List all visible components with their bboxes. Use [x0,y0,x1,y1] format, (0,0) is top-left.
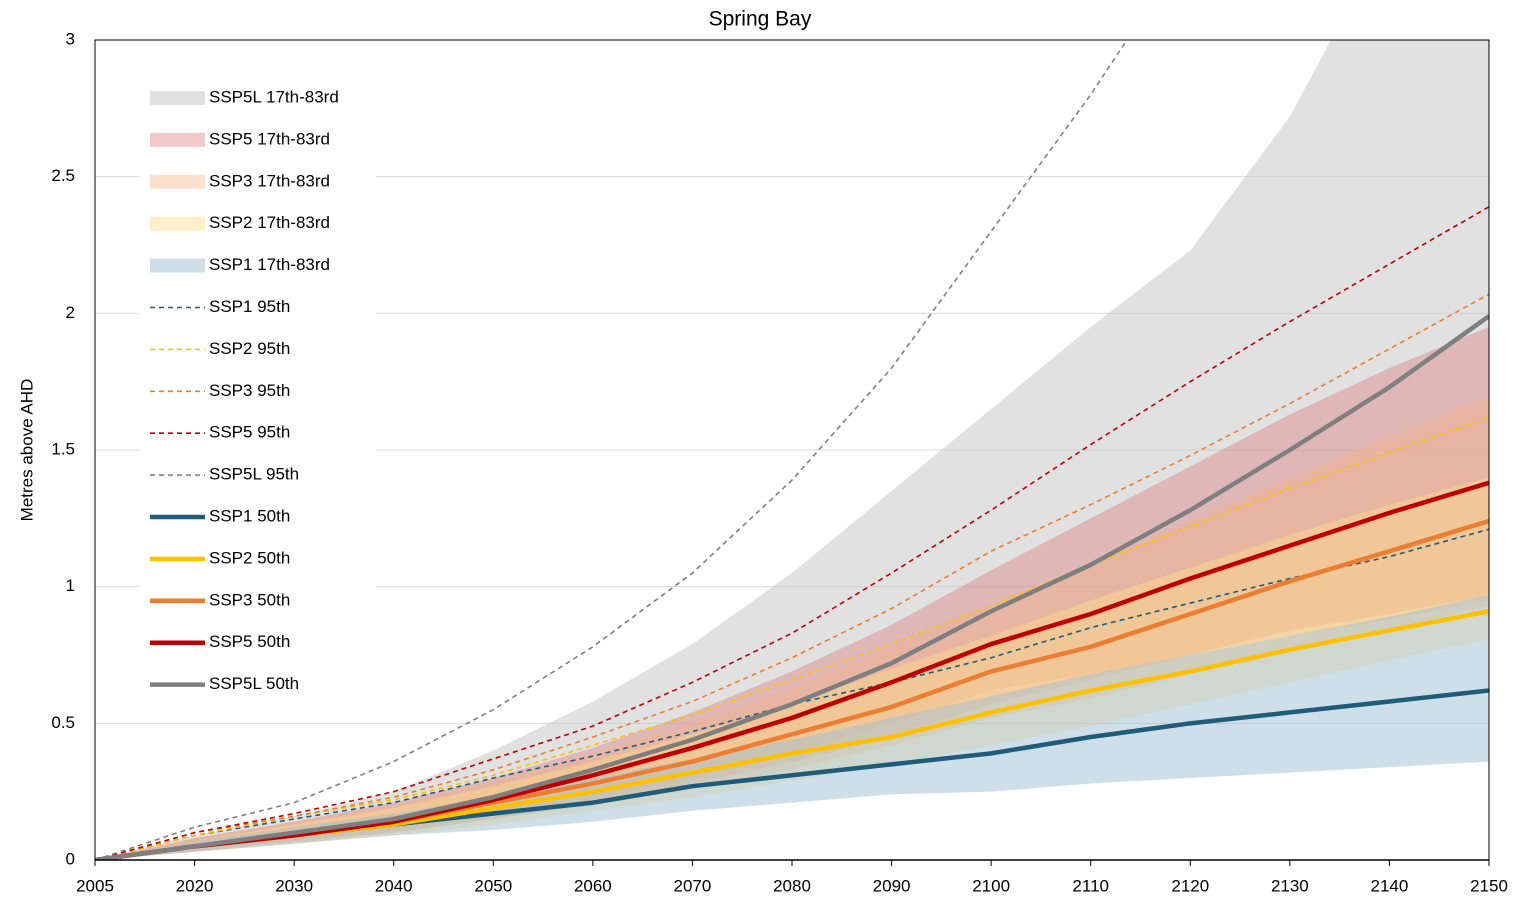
plot-area [95,40,1489,860]
y-tick-label: 1 [66,576,75,595]
legend-label: SSP3 50th [209,590,290,609]
line [95,314,1489,860]
legend-label: SSP5L 17th-83rd [209,87,339,106]
legend-label: SSP2 17th-83rd [209,213,330,232]
x-tick-label: 2050 [474,876,512,895]
legend-swatch [150,258,205,273]
x-tick-label: 2130 [1271,876,1309,895]
legend-label: SSP2 50th [209,548,290,567]
x-tick-label: 2140 [1371,876,1409,895]
x-tick-label: 2070 [674,876,712,895]
x-tick-label: 2030 [275,876,313,895]
x-tick-label: 2110 [1072,876,1109,895]
legend-swatch [150,91,205,105]
chart-title: Spring Bay [709,8,812,31]
dashed-line [95,416,1489,860]
line [95,480,1489,860]
legend-box [140,76,376,709]
dashed-line [95,206,1489,860]
legend-label: SSP5L 95th [209,465,299,484]
legend-label: SSP3 17th-83rd [209,171,330,190]
x-tick-label: 2090 [873,876,911,895]
x-tick-label: 2100 [972,876,1010,895]
legend-swatch [150,216,205,231]
legend-swatch [150,132,205,147]
legend-label: SSP1 95th [209,297,290,316]
x-tick-label: 2080 [773,876,811,895]
legend-label: SSP1 17th-83rd [209,255,330,274]
y-tick-label: 2.5 [51,166,75,185]
legend-label: SSP1 50th [209,506,290,525]
y-tick-label: 1.5 [51,439,75,458]
y-tick-label: 2 [66,303,75,322]
legend-label: SSP5 17th-83rd [209,129,330,148]
legend-label: SSP2 95th [209,339,290,358]
legend-label: SSP5 50th [209,632,290,651]
y-tick-label: 0.5 [51,713,75,732]
y-tick-label: 0 [66,849,75,868]
legend-label: SSP3 95th [209,381,290,400]
x-tick-label: 2005 [76,876,114,895]
x-tick-label: 2020 [176,876,214,895]
dashed-line [95,40,1128,860]
band [95,594,1489,860]
legend-label: SSP5L 50th [209,674,299,693]
x-tick-label: 2040 [375,876,413,895]
y-tick-label: 3 [66,29,75,48]
y-axis-label: Metres above AHD [17,379,36,522]
legend-label: SSP5 95th [209,423,290,442]
plot-border [94,39,1490,861]
band [95,40,1489,860]
legend-swatch [150,174,205,189]
x-tick-label: 2060 [574,876,612,895]
x-tick-label: 2120 [1171,876,1209,895]
x-tick-label: 2150 [1470,876,1508,895]
dashed-line [95,293,1489,860]
